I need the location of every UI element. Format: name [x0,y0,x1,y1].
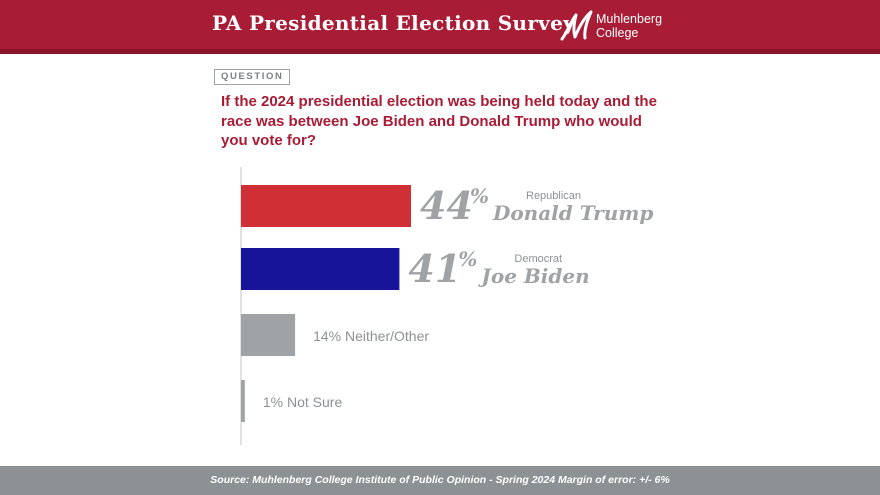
survey-title: PA Presidential Election Survey [212,11,576,35]
bar-1-percent-sign: % [470,184,489,208]
muhlenberg-m-logo-icon [560,10,593,41]
bar-2 [241,248,400,290]
bar-1-candidate-name: Donald Trump [492,201,653,225]
bar-2-candidate-name: Joe Biden [477,264,589,288]
bar-2-party-label: Democrat [514,253,562,265]
bar-2-percent-value: 41 [408,246,461,291]
bar-1 [241,185,411,227]
bar-1-party-label: Republican [526,190,581,202]
bar-3 [241,314,296,356]
logo-line-1: Muhlenberg [596,12,663,26]
college-logo: Muhlenberg College [560,9,680,43]
logo-line-2: College [596,26,639,40]
question-text: If the 2024 presidential election was be… [221,93,657,149]
bar-3-label: 14% Neither/Other [313,328,429,344]
footer-bar: Source: Muhlenberg College Institute of … [0,466,880,495]
bar-4 [241,380,245,422]
bar-4-label: 1% Not Sure [263,394,343,410]
source-note: Source: Muhlenberg College Institute of … [210,474,670,486]
bar-2-percent-sign: % [458,247,477,271]
bar-1-percent-value: 44 [420,183,473,228]
header-bar [0,0,880,49]
header-stripe [0,49,880,54]
question-badge: QUESTION [214,69,291,85]
